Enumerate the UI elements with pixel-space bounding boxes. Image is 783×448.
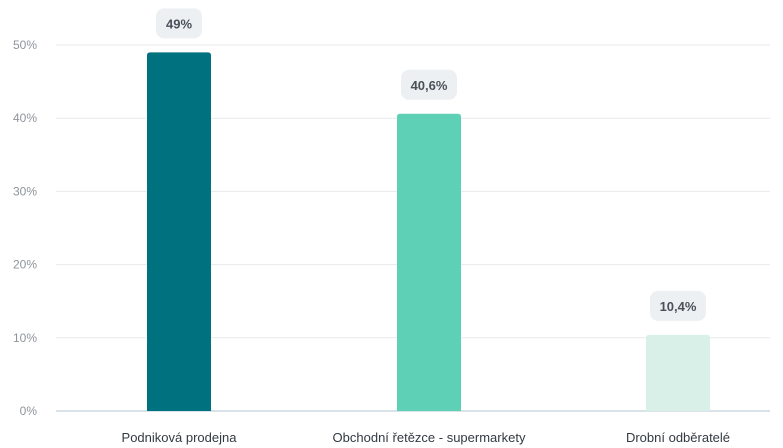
y-tick-label: 40% <box>13 111 37 125</box>
bar <box>397 113 461 412</box>
y-tick-label: 20% <box>13 258 37 272</box>
y-tick-label: 10% <box>13 331 37 345</box>
chart-bars <box>147 52 710 412</box>
x-axis-category-labels: Podniková prodejna Obchodní řetězce - sup… <box>122 430 731 445</box>
data-label: 10,4% <box>660 299 697 314</box>
y-axis-tick-labels: 0% 10% 20% 30% 40% 50% <box>13 38 37 418</box>
y-tick-label: 30% <box>13 184 37 198</box>
category-label: Drobní odběratelé <box>626 430 730 445</box>
data-label-background <box>401 69 457 100</box>
category-label: Podniková prodejna <box>122 430 238 445</box>
category-label: Obchodní řetězce - supermarkety <box>333 430 526 445</box>
chart-data-labels: 49% 40,6% 10,4% <box>156 8 706 321</box>
data-label-background <box>156 8 202 39</box>
y-tick-label: 0% <box>20 404 38 418</box>
y-tick-label: 50% <box>13 38 37 52</box>
bar <box>147 52 211 411</box>
data-label: 40,6% <box>411 78 448 93</box>
data-label-background <box>650 290 706 321</box>
bar <box>646 334 710 411</box>
data-label: 49% <box>166 16 192 31</box>
